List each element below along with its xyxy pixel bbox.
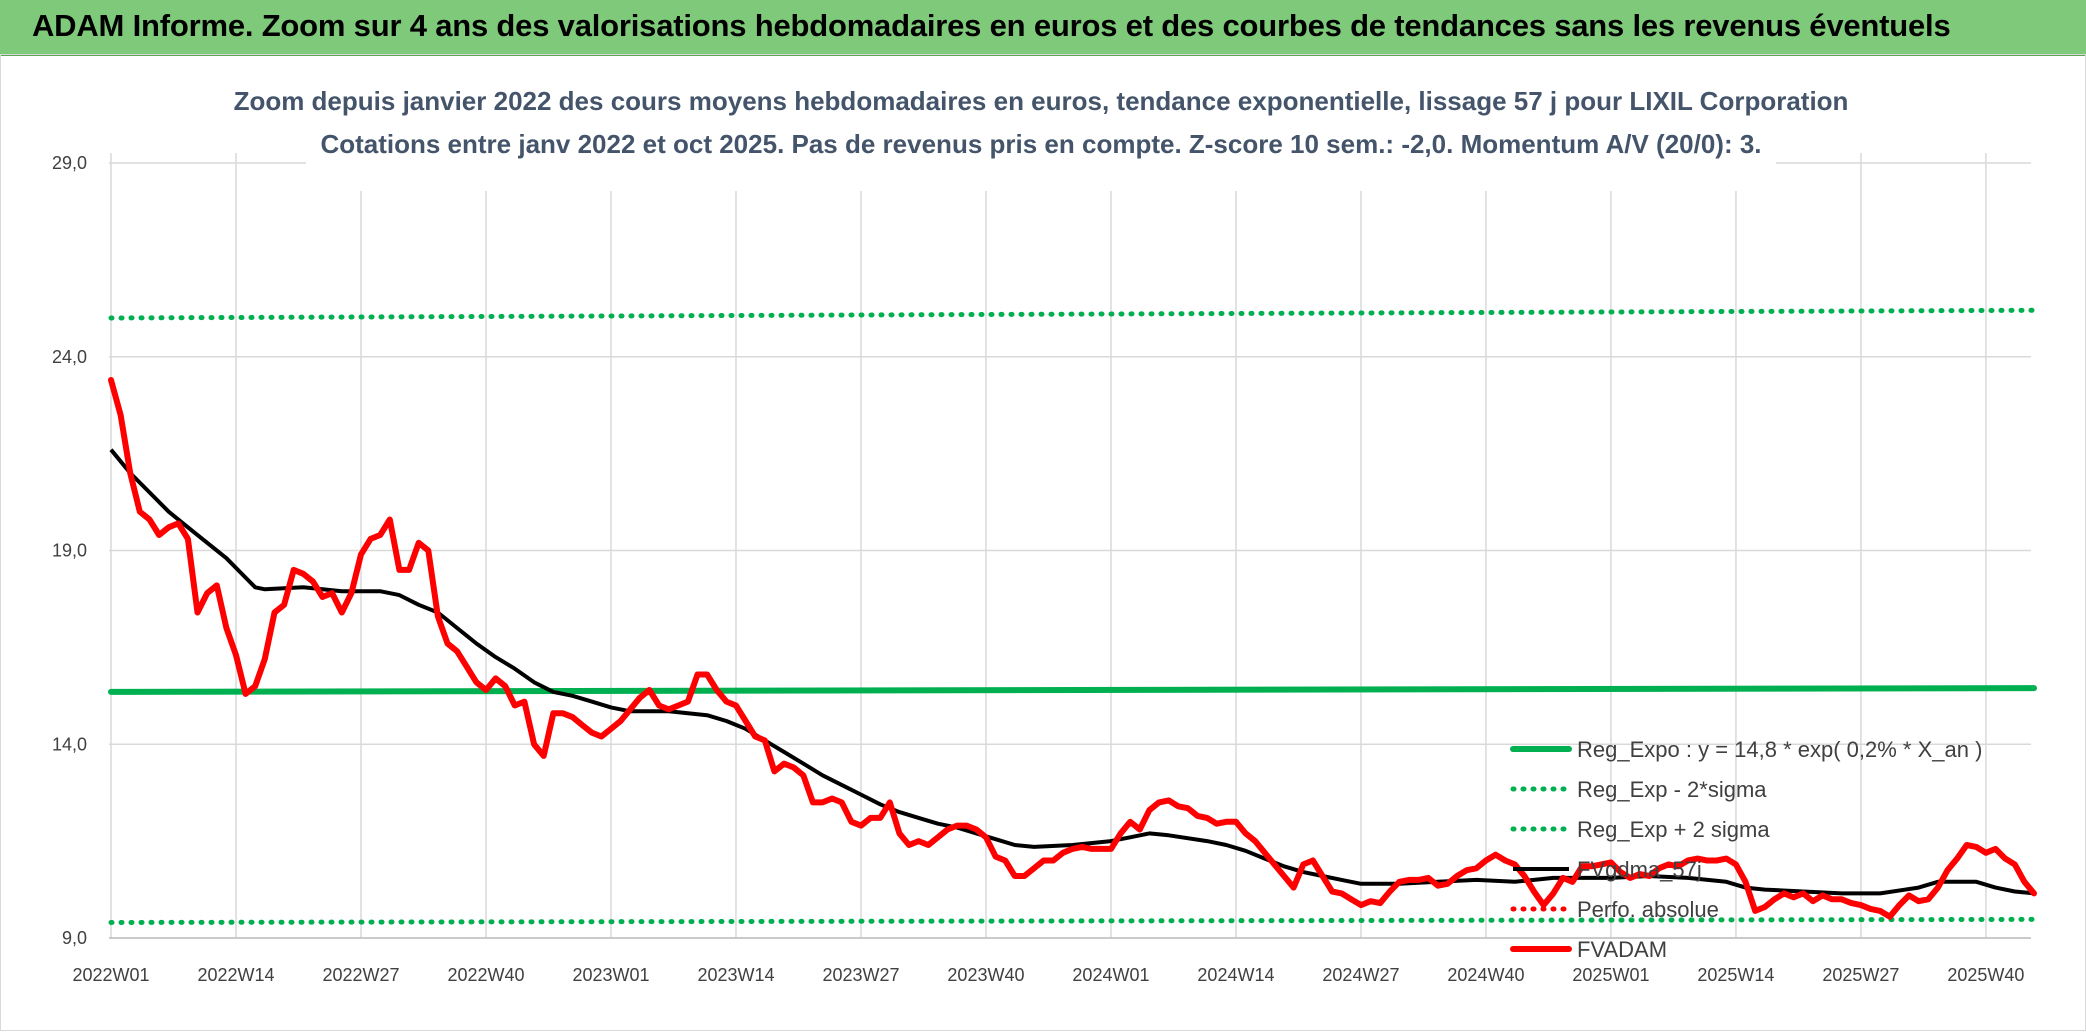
y-tick-label: 19,0 bbox=[52, 541, 87, 561]
x-tick-label: 2025W27 bbox=[1822, 965, 1899, 985]
x-tick-label: 2023W01 bbox=[572, 965, 649, 985]
chart-title: Zoom depuis janvier 2022 des cours moyen… bbox=[234, 81, 1849, 191]
x-axis-ticks: 2022W01 2022W14 2022W27 2022W40 2023W01 2023W… bbox=[72, 965, 2024, 985]
x-tick-label: 2025W14 bbox=[1697, 965, 1774, 985]
title-banner: ADAM Informe. Zoom sur 4 ans des valoris… bbox=[0, 0, 2086, 56]
y-tick-label: 29,0 bbox=[52, 153, 87, 173]
y-tick-label: 24,0 bbox=[52, 347, 87, 367]
chart-canvas: 9,0 14,0 19,0 24,0 29,0 2022W01 2022W14 2022W2… bbox=[52, 81, 2037, 985]
x-tick-label: 2024W01 bbox=[1072, 965, 1149, 985]
x-tick-label: 2022W40 bbox=[447, 965, 524, 985]
legend-label: FVADAM bbox=[1577, 937, 1667, 962]
legend-label: FVgdma_57j bbox=[1577, 857, 1702, 882]
series-fvadam-line bbox=[108, 377, 2037, 920]
x-tick-label: 2025W01 bbox=[1572, 965, 1649, 985]
x-tick-label: 2022W27 bbox=[322, 965, 399, 985]
report-title: ADAM Informe. Zoom sur 4 ans des valoris… bbox=[32, 8, 1951, 43]
y-tick-label: 9,0 bbox=[62, 928, 87, 948]
legend-label: Reg_Expo : y = 14,8 * exp( 0,2% * X_an ) bbox=[1577, 737, 1982, 762]
chart-title-line-1: Zoom depuis janvier 2022 des cours moyen… bbox=[234, 86, 1849, 116]
series-reg-expo-y-14-8-exp-0-2-x-an-line bbox=[108, 685, 2037, 695]
x-tick-label: 2025W40 bbox=[1947, 965, 2024, 985]
legend-label: Perfo. absolue bbox=[1577, 897, 1719, 922]
x-tick-label: 2023W40 bbox=[947, 965, 1024, 985]
x-tick-label: 2023W27 bbox=[822, 965, 899, 985]
x-tick-label: 2024W14 bbox=[1197, 965, 1274, 985]
x-tick-label: 2022W14 bbox=[197, 965, 274, 985]
legend: Reg_Expo : y = 14,8 * exp( 0,2% * X_an )… bbox=[1510, 737, 1982, 962]
x-tick-label: 2022W01 bbox=[72, 965, 149, 985]
series-reg-exp-2-sigma-line bbox=[108, 916, 2037, 925]
legend-label: Reg_Exp + 2 sigma bbox=[1577, 817, 1770, 842]
chart-title-background bbox=[306, 81, 1776, 191]
x-tick-label: 2024W27 bbox=[1322, 965, 1399, 985]
chart-title-line-2: Cotations entre janv 2022 et oct 2025. P… bbox=[320, 129, 1761, 159]
x-tick-label: 2023W14 bbox=[697, 965, 774, 985]
legend-label: Reg_Exp - 2*sigma bbox=[1577, 777, 1767, 802]
y-axis-ticks: 9,0 14,0 19,0 24,0 29,0 bbox=[52, 153, 87, 948]
x-tick-label: 2024W40 bbox=[1447, 965, 1524, 985]
chart-frame: 9,0 14,0 19,0 24,0 29,0 2022W01 2022W14 2022W2… bbox=[0, 54, 2086, 1031]
series-layer bbox=[108, 307, 2037, 925]
y-tick-label: 14,0 bbox=[52, 734, 87, 754]
series-reg-exp-2-sigma-line bbox=[108, 307, 2037, 321]
